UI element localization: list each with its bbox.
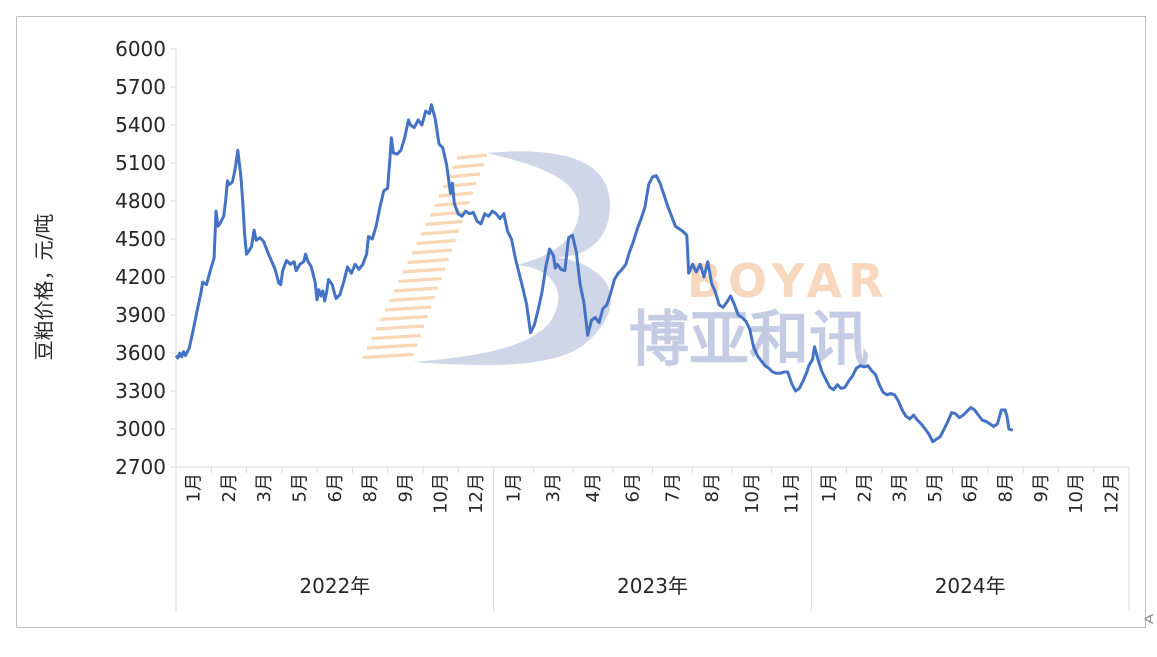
watermark-chinese: 博亚和讯 [629, 305, 869, 375]
y-tick-label: 4500 [115, 227, 166, 251]
watermark-stripe [389, 295, 435, 303]
x-month-label: 3月 [543, 473, 564, 502]
watermark-stripe [452, 162, 484, 170]
y-tick-label: 5700 [115, 75, 166, 99]
watermark-stripe [380, 314, 428, 322]
y-tick-label: 3900 [115, 303, 166, 327]
x-month-label: 1月 [819, 473, 840, 502]
y-tick-label: 5100 [115, 151, 166, 175]
x-month-label: 8月 [702, 473, 723, 502]
y-axis: 2700 3000 3300 3600 3900 4200 4500 4800 5100 5400… [115, 37, 177, 479]
x-year-label: 2023年 [617, 574, 688, 598]
watermark-stripe [416, 238, 456, 246]
x-month-label: 9月 [1031, 473, 1052, 502]
watermark-stripe [393, 286, 439, 293]
watermark-stripe [420, 229, 460, 236]
watermark-stripe [411, 248, 453, 255]
y-tick-label: 3300 [115, 379, 166, 403]
x-month-label: 8月 [360, 473, 381, 502]
x-month-label: 6月 [623, 473, 644, 502]
x-month-label: 11月 [781, 473, 802, 514]
watermark-stripe [384, 305, 432, 312]
chart-frame: BOYAR 博亚和讯 2700 3000 3300 3600 3900 4200 4500 4… [16, 16, 1146, 628]
watermark-swoosh [412, 151, 611, 366]
corner-mark: ∢ [1143, 612, 1155, 628]
watermark-stripe [425, 219, 463, 227]
y-tick-label: 2700 [115, 455, 166, 479]
y-tick-label: 5400 [115, 113, 166, 137]
watermark-stripe [375, 324, 425, 331]
y-tick-label: 6000 [115, 37, 166, 61]
x-month-label: 2月 [219, 473, 240, 502]
watermark-stripe [402, 267, 446, 274]
x-month-label: 3月 [890, 473, 911, 502]
watermark-letters: BOYAR [687, 254, 889, 308]
y-tick-label: 4200 [115, 265, 166, 289]
x-month-label: 9月 [395, 473, 416, 502]
x-month-label: 12月 [1101, 473, 1122, 514]
y-tick-label: 3600 [115, 341, 166, 365]
x-month-label: 8月 [995, 473, 1016, 502]
x-month-label: 1月 [184, 473, 205, 502]
x-month-label: 5月 [290, 473, 311, 502]
watermark-stripes [362, 153, 488, 360]
x-month-label: 3月 [254, 473, 275, 502]
x-month-label: 5月 [925, 473, 946, 502]
x-month-label: 6月 [960, 473, 981, 502]
soymeal-price-chart: BOYAR 博亚和讯 2700 3000 3300 3600 3900 4200 4500 4… [32, 37, 1130, 611]
x-month-label: 10月 [1066, 473, 1087, 514]
y-tick-label: 4800 [115, 189, 166, 213]
x-year-label: 2024年 [935, 574, 1006, 598]
watermark-stripe [447, 172, 481, 179]
boyar-watermark: BOYAR 博亚和讯 [362, 151, 889, 375]
y-tick-label: 3000 [115, 417, 166, 441]
x-month-label: 10月 [431, 473, 452, 514]
watermark-stripe [438, 191, 474, 198]
watermark-stripe [362, 352, 414, 360]
y-axis-title: 豆粕价格，元/吨 [32, 214, 56, 361]
x-month-label: 12月 [466, 473, 487, 514]
x-year-label: 2022年 [299, 574, 370, 598]
x-axis: 1月 2月 3月 5月 6月 8月 9月 10月 12月 2022年 1月 3月 4月 6月 7月 8月 10月… [175, 466, 1130, 611]
watermark-stripe [371, 333, 421, 341]
x-month-label: 1月 [504, 473, 525, 502]
x-month-label: 4月 [583, 473, 604, 502]
watermark-stripe [407, 257, 449, 265]
series-line-soymeal-price [174, 103, 1014, 444]
x-month-label: 10月 [742, 473, 763, 514]
watermark-stripe [456, 153, 488, 160]
watermark-stripe [366, 343, 418, 350]
x-month-label: 2月 [854, 473, 875, 502]
x-month-label: 6月 [325, 473, 346, 502]
watermark-stripe [398, 276, 442, 284]
watermark-stripe [434, 200, 470, 208]
watermark-stripe [429, 210, 467, 217]
x-month-label: 7月 [662, 473, 683, 502]
